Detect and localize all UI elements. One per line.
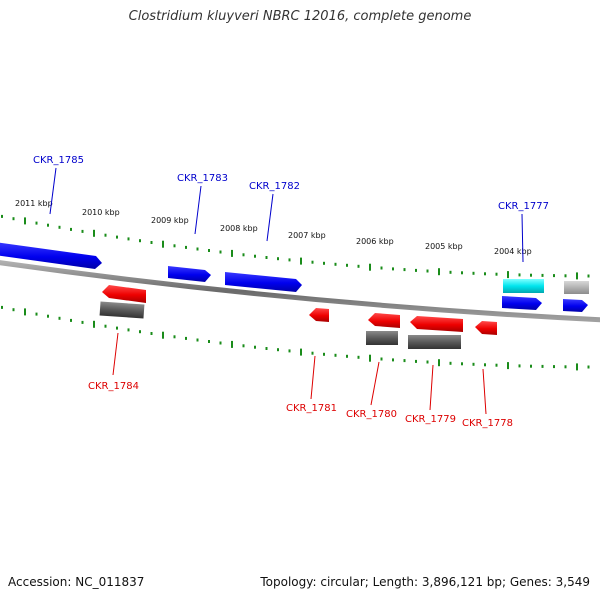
forward-strand-genes: [0, 242, 588, 312]
kbp-label: 2009 kbp: [151, 216, 189, 225]
genome-backbone: [0, 260, 600, 323]
leader-line-ckr1784: [112, 332, 119, 376]
kbp-label: 2004 kbp: [494, 247, 532, 256]
leader-line-ckr1778: [482, 368, 487, 415]
gene-label-ckr1783[interactable]: CKR_1783: [177, 173, 228, 184]
gene-ckr1781-arrow[interactable]: [309, 308, 329, 322]
genome-summary: Topology: circular; Length: 3,896,121 bp…: [260, 575, 590, 589]
gene-label-ckr1778[interactable]: CKR_1778: [462, 418, 513, 429]
outer-scale-ticks: [1, 214, 590, 280]
gray-feature-blocks: [99, 301, 461, 349]
gene-label-ckr1781[interactable]: CKR_1781: [286, 403, 337, 414]
map-title: Clostridium kluyveri NBRC 12016, complet…: [128, 9, 472, 24]
gray-feature-edge[interactable]: [564, 281, 589, 294]
gene-label-ckr1785[interactable]: CKR_1785: [33, 155, 84, 166]
kbp-label: 2010 kbp: [82, 208, 120, 217]
gene-blue-edge-arrow[interactable]: [563, 299, 588, 312]
gene-label-ckr1784[interactable]: CKR_1784: [88, 381, 139, 392]
gene-ckr1779-arrow[interactable]: [410, 316, 463, 332]
kbp-label: 2007 kbp: [288, 231, 326, 240]
gene-label-ckr1777[interactable]: CKR_1777: [498, 201, 549, 212]
kbp-label: 2006 kbp: [356, 237, 394, 246]
forward-gene-labels: CKR_1785 CKR_1783 CKR_1782 CKR_1777: [33, 155, 549, 212]
gray-block-ckr1780[interactable]: [366, 331, 398, 345]
gray-block-ckr1784[interactable]: [99, 301, 145, 319]
leader-line-ckr1783: [194, 185, 202, 235]
gray-block-ckr1779[interactable]: [408, 335, 461, 349]
leader-line-ckr1779: [429, 364, 434, 411]
leader-line-ckr1777: [521, 213, 524, 263]
gene-ckr1784-arrow[interactable]: [102, 285, 146, 303]
gene-label-ckr1779[interactable]: CKR_1779: [405, 414, 456, 425]
rna-feature-ckr1777[interactable]: [503, 279, 544, 293]
gene-label-ckr1782[interactable]: CKR_1782: [249, 181, 300, 192]
gene-ckr1785-arrow[interactable]: [0, 242, 102, 269]
inner-scale-ticks: [1, 305, 590, 371]
leader-line-ckr1780: [370, 361, 380, 406]
gene-ckr1780-arrow[interactable]: [368, 313, 400, 328]
reverse-strand-genes: [102, 285, 497, 335]
leader-line-ckr1785: [49, 167, 57, 215]
kbp-label: 2008 kbp: [220, 224, 258, 233]
gene-ckr1783-arrow[interactable]: [168, 266, 211, 282]
gene-label-ckr1780[interactable]: CKR_1780: [346, 409, 397, 420]
kbp-label: 2005 kbp: [425, 242, 463, 251]
gene-ckr1777-arrow[interactable]: [502, 296, 542, 310]
leader-line-ckr1782: [266, 193, 274, 242]
gene-ckr1778-arrow[interactable]: [475, 321, 497, 335]
kbp-label: 2011 kbp: [15, 199, 53, 208]
reverse-gene-labels: CKR_1784 CKR_1781 CKR_1780 CKR_1779 CKR_…: [88, 381, 513, 429]
gene-ckr1782-arrow[interactable]: [225, 272, 302, 292]
accession-info: Accession: NC_011837: [8, 575, 145, 589]
leader-line-ckr1781: [310, 355, 316, 400]
